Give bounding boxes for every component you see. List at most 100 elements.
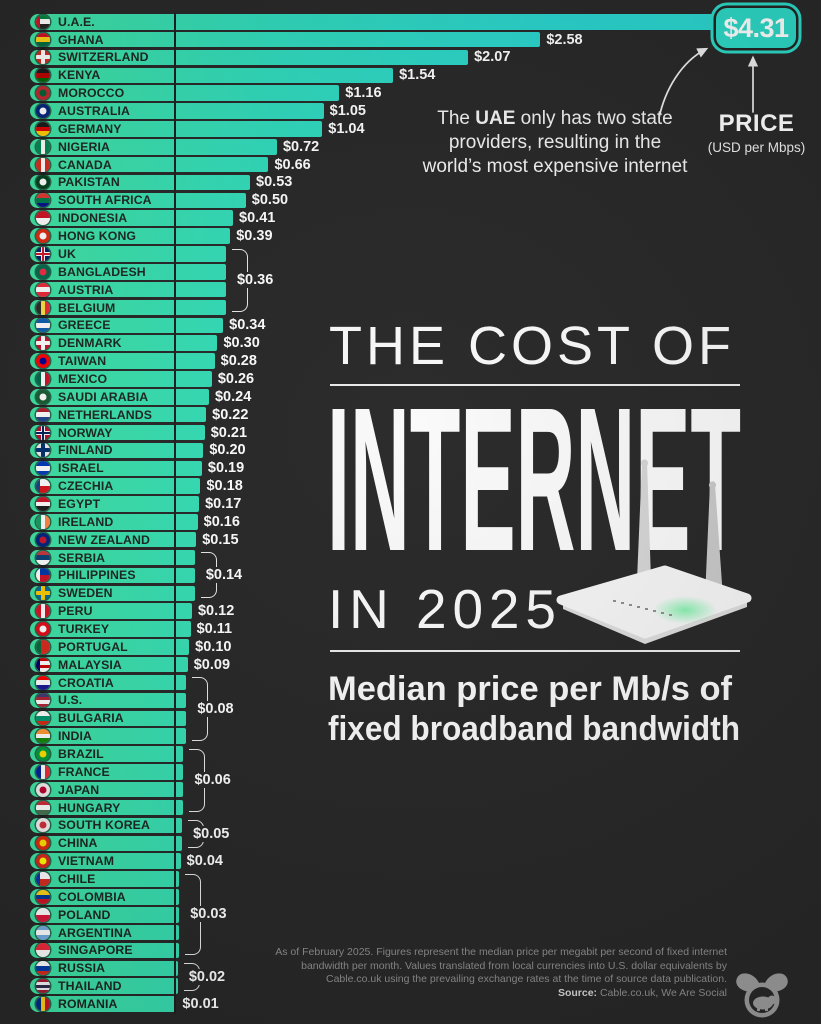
bar: TAIWAN bbox=[30, 353, 215, 369]
flag-icon-saudi-arabia bbox=[36, 389, 50, 404]
bar: JAPAN bbox=[30, 781, 184, 798]
flag-icon-norway bbox=[36, 425, 50, 440]
group-value-label: $0.06 bbox=[191, 772, 234, 789]
bar-row: AUSTRALIA $1.05 bbox=[30, 103, 821, 119]
bar: BULGARIA bbox=[30, 710, 187, 727]
flag-icon-australia bbox=[36, 104, 50, 119]
subtitle-line1: Median price per Mb/s of bbox=[328, 670, 733, 708]
bar-row: SAUDI ARABIA $0.24 bbox=[30, 389, 821, 405]
source-text: Cable.co.uk, We Are Social bbox=[597, 986, 727, 999]
bar-row: BELGIUM bbox=[30, 299, 821, 316]
bar-row: THAILAND bbox=[30, 978, 821, 994]
bar-row: MALAYSIA $0.09 bbox=[30, 657, 821, 673]
bar-row: VIETNAM $0.04 bbox=[30, 853, 821, 869]
country-label: BULGARIA bbox=[58, 711, 124, 726]
bar-row: BRAZIL bbox=[30, 746, 821, 762]
flag-icon-serbia bbox=[36, 550, 50, 565]
bar-row: SINGAPORE bbox=[30, 942, 821, 959]
country-label: AUSTRALIA bbox=[58, 104, 130, 119]
flag-icon-austria bbox=[36, 282, 50, 297]
bar-row: HUNGARY bbox=[30, 799, 821, 816]
country-label: POLAND bbox=[58, 907, 111, 922]
bar-row: PORTUGAL $0.10 bbox=[30, 639, 821, 655]
bar: CHILE bbox=[30, 871, 180, 887]
bar: POLAND bbox=[30, 907, 180, 923]
bar: SWITZERLAND bbox=[30, 49, 469, 66]
country-label: CANADA bbox=[58, 157, 112, 172]
flag-icon-india bbox=[36, 729, 50, 744]
value-label: $0.17 bbox=[205, 495, 242, 512]
value-label: $0.16 bbox=[203, 513, 240, 530]
uae-annotation: The UAE only has two state providers, re… bbox=[410, 107, 700, 178]
country-label: SAUDI ARABIA bbox=[58, 389, 149, 404]
bar: U.S. bbox=[30, 692, 187, 709]
country-label: HUNGARY bbox=[58, 800, 121, 815]
flag-icon-chile bbox=[36, 872, 50, 887]
bar: GHANA bbox=[30, 31, 541, 48]
flag-icon-uk bbox=[36, 246, 50, 261]
footer-line: Cable.co.uk using the prevailing exchang… bbox=[326, 973, 727, 986]
country-label: GREECE bbox=[58, 318, 111, 333]
bar: NORWAY bbox=[30, 424, 205, 441]
country-label: NETHERLANDS bbox=[58, 407, 153, 422]
value-label: $0.12 bbox=[197, 603, 235, 620]
subtitle-line2: fixed broadband bandwidth bbox=[328, 710, 740, 748]
country-label: SOUTH AFRICA bbox=[58, 193, 152, 208]
bar: INDONESIA bbox=[30, 210, 234, 226]
group-value-label: $0.02 bbox=[185, 968, 229, 985]
bar-row: BULGARIA bbox=[30, 710, 821, 727]
bar: KENYA bbox=[30, 67, 394, 84]
bar: SAUDI ARABIA bbox=[30, 389, 209, 405]
flag-icon-hungary bbox=[36, 800, 50, 815]
flag-icon-sweden bbox=[36, 586, 50, 601]
bar-row: TAIWAN $0.28 bbox=[30, 353, 821, 369]
country-label: IRELAND bbox=[58, 514, 114, 529]
value-label: $0.21 bbox=[210, 424, 248, 441]
value-label: $1.04 bbox=[328, 120, 365, 137]
country-label: SWEDEN bbox=[58, 586, 113, 601]
value-label: $0.18 bbox=[206, 478, 243, 495]
annotation-text: providers, resulting in the bbox=[448, 131, 662, 153]
bar-row: NETHERLANDS $0.22 bbox=[30, 407, 821, 423]
curved-arrow-icon bbox=[658, 47, 709, 119]
value-label: $0.72 bbox=[282, 138, 320, 155]
country-label: PHILIPPINES bbox=[58, 568, 136, 583]
country-label: MALAYSIA bbox=[58, 657, 122, 672]
bar: CHINA bbox=[30, 835, 183, 852]
value-label: $0.24 bbox=[214, 388, 252, 405]
bar: PERU bbox=[30, 603, 192, 619]
value-label: $1.05 bbox=[329, 103, 366, 120]
value-label: $0.15 bbox=[202, 531, 239, 548]
country-label: RUSSIA bbox=[58, 961, 106, 976]
max-price-badge: $4.31 bbox=[716, 8, 796, 48]
flag-icon-finland bbox=[36, 443, 50, 458]
title-main: INTERNET bbox=[327, 398, 741, 558]
flag-icon-kenya bbox=[36, 68, 50, 83]
flag-icon-russia bbox=[36, 961, 50, 976]
bar-row: U.S. bbox=[30, 692, 821, 709]
bar-row: ARGENTINA bbox=[30, 924, 821, 941]
bar-row: BANGLADESH bbox=[30, 264, 821, 280]
country-label: ARGENTINA bbox=[58, 925, 132, 940]
bar: PORTUGAL bbox=[30, 639, 190, 655]
flag-icon-indonesia bbox=[36, 211, 50, 226]
country-label: ROMANIA bbox=[58, 997, 118, 1012]
flag-icon-thailand bbox=[36, 979, 50, 994]
bar: AUSTRIA bbox=[30, 281, 226, 298]
flag-icon-croatia bbox=[36, 675, 50, 690]
value-label: $0.26 bbox=[217, 370, 255, 387]
bar: NIGERIA bbox=[30, 139, 277, 155]
flag-icon-israel bbox=[36, 461, 50, 476]
bar-row: FINLAND $0.20 bbox=[30, 442, 821, 458]
value-label: $0.41 bbox=[239, 210, 276, 227]
flag-icon-romania bbox=[36, 997, 50, 1012]
bar-row: PAKISTAN $0.53 bbox=[30, 174, 821, 190]
price-axis-unit: (USD per Mbps) bbox=[707, 140, 806, 155]
country-label: THAILAND bbox=[58, 979, 122, 994]
flag-icon-new-zealand bbox=[36, 532, 50, 547]
bar: HUNGARY bbox=[30, 799, 184, 816]
bar: COLOMBIA bbox=[30, 889, 180, 905]
price-axis-title: PRICE bbox=[718, 110, 795, 137]
value-label: $0.22 bbox=[212, 406, 249, 423]
bar-row: CHILE bbox=[30, 871, 821, 887]
